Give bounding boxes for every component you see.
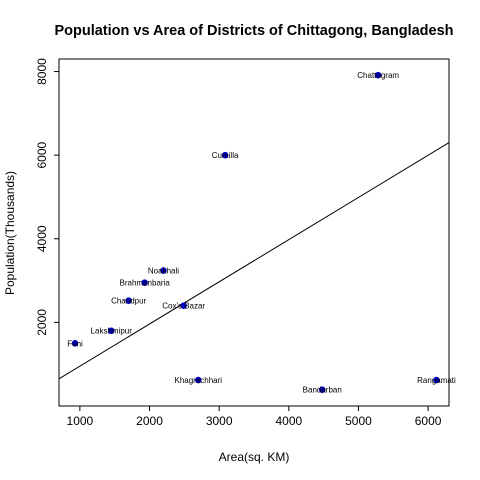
data-point [125,297,132,304]
x-tick-label: 2000 [136,414,163,428]
data-point [107,327,115,335]
data-point [160,267,167,274]
point-label: Rangamati [417,376,456,385]
points-layer [71,71,440,393]
x-axis-title: Area(sq. KM) [219,450,290,464]
point-label: Cox's Bazar [162,302,205,311]
y-axis-title: Population(Thousands) [3,171,17,295]
data-point [221,151,229,159]
x-tick-label: 6000 [415,414,442,428]
regression-line [58,142,450,380]
point-label: Bandarban [303,386,342,395]
data-point [141,279,148,286]
x-tick-label: 4000 [275,414,302,428]
point-labels-layer: Chattogram Cumilla Noakhali Brahmanbaria Cha… [67,71,456,395]
data-point [318,386,326,393]
y-tick-label: 6000 [35,141,49,168]
x-tick-label: 5000 [345,414,372,428]
data-point [374,71,382,79]
point-label: Chattogram [357,71,399,80]
plot-frame [58,58,450,407]
x-tick-label: 3000 [206,414,233,428]
fit-line-layer [58,142,450,380]
y-axis: 2000 4000 6000 8000 [35,58,59,336]
point-label: Feni [67,339,83,348]
y-tick-label: 4000 [35,225,49,252]
y-tick-label: 8000 [35,58,49,85]
point-label: Chandpur [111,297,146,306]
data-point [71,339,79,347]
x-axis: 1000 2000 3000 4000 5000 6000 [67,406,442,428]
point-label: Lakshmipur [91,327,133,336]
point-label: Cumilla [212,151,239,160]
chart-title: Population vs Area of Districts of Chitt… [54,23,453,39]
point-label: Noakhali [148,267,179,276]
x-tick-label: 1000 [67,414,94,428]
data-point [180,302,187,309]
point-label: Brahmanbaria [120,279,171,288]
data-point [433,376,440,384]
y-tick-label: 2000 [35,309,49,336]
point-label: Khagrachhari [174,376,222,385]
data-point [194,376,202,384]
